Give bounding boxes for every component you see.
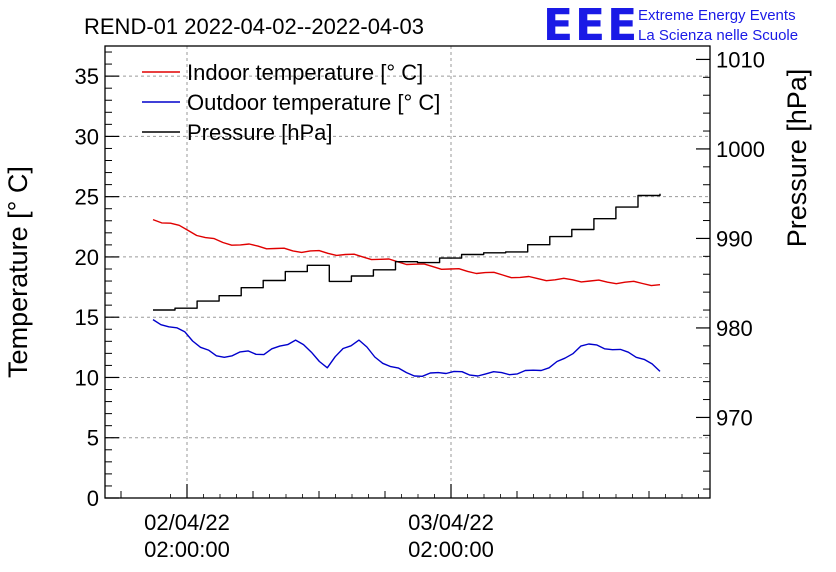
y-tick-label: 30 — [75, 124, 99, 149]
legend-label-outdoor: Outdoor temperature [° C] — [187, 90, 440, 115]
plot-frame — [104, 45, 711, 499]
x-tick-label-time: 02:00:00 — [408, 537, 494, 562]
series-line-2 — [153, 193, 661, 311]
y2-tick-label: 970 — [716, 405, 753, 430]
grid-lines — [105, 46, 710, 498]
y-tick-label: 35 — [75, 64, 99, 89]
chart-title: REND-01 2022-04-02--2022-04-03 — [84, 14, 424, 39]
y2-axis-title: Pressure [hPa] — [782, 69, 812, 248]
series-line-1 — [152, 319, 661, 377]
left-axis: 0 5 10 15 20 25 30 35 — [75, 51, 119, 511]
x-tick-label-time: 02:00:00 — [144, 537, 230, 562]
y2-tick-label: 1010 — [716, 47, 765, 72]
legend: Indoor temperature [° C] Outdoor tempera… — [142, 60, 440, 145]
series-line-0 — [152, 218, 661, 287]
y-tick-label: 5 — [87, 426, 99, 451]
y-tick-label: 20 — [75, 245, 99, 270]
logo-line-2: La Scienza nelle Scuole — [638, 27, 798, 44]
series-layer — [152, 193, 661, 377]
legend-label-pressure: Pressure [hPa] — [187, 120, 333, 145]
y-tick-label: 10 — [75, 365, 99, 390]
logo-line-1: Extreme Energy Events — [638, 7, 796, 24]
x-tick-label-date: 03/04/22 — [408, 510, 494, 535]
y2-tick-label: 980 — [716, 316, 753, 341]
eee-logo: EEE Extreme Energy Events La Scienza nel… — [543, 0, 798, 51]
y2-tick-label: 990 — [716, 226, 753, 251]
y-axis-title: Temperature [° C] — [3, 166, 33, 378]
right-axis: 970 980 990 1000 1010 — [696, 47, 765, 490]
y-tick-label: 25 — [75, 185, 99, 210]
logo-mark: EEE — [543, 0, 639, 51]
y2-tick-label: 1000 — [716, 137, 765, 162]
y-tick-label: 0 — [87, 486, 99, 511]
legend-label-indoor: Indoor temperature [° C] — [187, 60, 423, 85]
y-tick-label: 15 — [75, 305, 99, 330]
x-tick-label-date: 02/04/22 — [144, 510, 230, 535]
